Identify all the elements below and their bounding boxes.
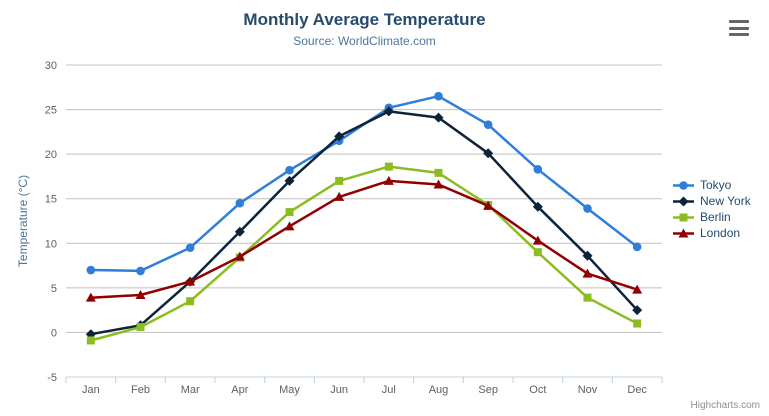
legend-item-berlin[interactable]: Berlin — [673, 209, 751, 225]
series-marker-tokyo[interactable] — [483, 120, 493, 130]
series-marker-berlin[interactable] — [533, 248, 542, 257]
series-marker-london[interactable] — [678, 228, 689, 237]
legend-item-tokyo[interactable]: Tokyo — [673, 177, 751, 193]
series-marker-london[interactable] — [185, 276, 196, 286]
x-axis-tick-label: May — [279, 384, 300, 396]
series-marker-tokyo[interactable] — [583, 204, 592, 213]
series-marker-berlin[interactable] — [384, 162, 393, 171]
y-axis-tick-label: 25 — [45, 105, 57, 117]
export-menu-button[interactable] — [729, 20, 751, 36]
series-marker-tokyo[interactable] — [533, 164, 543, 174]
series-marker-london[interactable] — [85, 292, 96, 302]
series-marker-tokyo[interactable] — [679, 180, 688, 190]
series-marker-tokyo[interactable] — [136, 266, 145, 276]
series-marker-new-york[interactable] — [334, 131, 345, 142]
legend-marker-icon-tokyo — [673, 180, 694, 190]
y-axis-tick-label: 0 — [51, 327, 57, 339]
series-marker-new-york[interactable] — [532, 201, 543, 212]
legend-label-london: London — [700, 226, 741, 240]
y-axis-tick-label: 10 — [45, 238, 57, 250]
series-marker-tokyo[interactable] — [434, 91, 443, 101]
x-axis-tick-label: Aug — [429, 384, 449, 396]
series-marker-tokyo[interactable] — [235, 198, 245, 208]
series-marker-berlin[interactable] — [86, 336, 95, 345]
x-axis-tick-label: Feb — [131, 384, 150, 396]
legend-item-london[interactable]: London — [673, 225, 751, 241]
series-marker-new-york[interactable] — [582, 250, 593, 261]
series-line-new-york[interactable] — [89, 110, 639, 336]
series-marker-berlin[interactable] — [583, 293, 592, 302]
series-line-berlin[interactable] — [89, 165, 639, 342]
legend: Tokyo New York Berlin London — [673, 177, 751, 241]
y-axis-tick-label: 20 — [45, 149, 57, 161]
y-axis-tick-label: 30 — [45, 60, 57, 72]
series-marker-tokyo[interactable] — [86, 265, 96, 275]
x-axis-tick-label: Nov — [578, 384, 598, 396]
y-axis-title: Temperature (°C) — [16, 175, 30, 267]
series-marker-berlin[interactable] — [136, 323, 145, 332]
x-axis-tick-label: Jan — [82, 384, 100, 396]
chart-title: Monthly Average Temperature — [243, 10, 486, 29]
series-marker-berlin[interactable] — [186, 297, 195, 306]
y-axis-tick-label: 5 — [51, 283, 57, 295]
y-axis-tick-label: 15 — [45, 194, 57, 206]
series-marker-london[interactable] — [135, 289, 146, 299]
series-marker-new-york[interactable] — [383, 106, 394, 117]
legend-marker-icon-new-york — [673, 196, 694, 206]
x-axis-tick-label: Jun — [330, 384, 348, 396]
series-marker-berlin[interactable] — [633, 319, 642, 328]
x-axis-tick-label: Jul — [382, 384, 396, 396]
legend-label-new-york: New York — [700, 194, 751, 208]
legend-item-new-york[interactable]: New York — [673, 193, 751, 209]
series-marker-new-york[interactable] — [433, 112, 444, 123]
series-marker-new-york[interactable] — [632, 305, 643, 316]
series-marker-new-york[interactable] — [483, 148, 494, 159]
legend-marker-icon-london — [673, 228, 694, 237]
legend-label-berlin: Berlin — [700, 210, 731, 224]
series-marker-new-york[interactable] — [284, 175, 295, 186]
series-marker-london[interactable] — [433, 179, 444, 189]
series-marker-berlin[interactable] — [434, 168, 443, 177]
legend-label-tokyo: Tokyo — [700, 178, 732, 192]
x-axis-tick-label: Mar — [181, 384, 200, 396]
series-marker-london[interactable] — [582, 268, 593, 278]
series-marker-berlin[interactable] — [679, 213, 688, 221]
series-marker-berlin[interactable] — [285, 208, 294, 217]
x-axis-tick-label: Apr — [231, 384, 248, 396]
y-axis-tick-label: -5 — [47, 372, 57, 384]
chart-subtitle: Source: WorldClimate.com — [293, 34, 436, 48]
series-marker-london[interactable] — [483, 200, 494, 210]
series-line-london[interactable] — [89, 179, 639, 299]
x-axis-tick-label: Oct — [529, 384, 546, 396]
series-marker-london[interactable] — [334, 191, 345, 201]
x-axis-tick-label: Dec — [627, 384, 647, 396]
hamburger-icon — [729, 20, 749, 23]
series-marker-tokyo[interactable] — [185, 243, 195, 253]
series-marker-new-york[interactable] — [678, 196, 689, 206]
series-marker-london[interactable] — [383, 175, 394, 185]
credits-link[interactable]: Highcharts.com — [690, 400, 760, 411]
series-marker-tokyo[interactable] — [632, 242, 642, 252]
series-marker-berlin[interactable] — [335, 176, 344, 185]
x-axis-tick-label: Sep — [478, 384, 498, 396]
series-line-tokyo[interactable] — [89, 94, 639, 273]
series-marker-london[interactable] — [532, 235, 543, 245]
series-marker-london[interactable] — [284, 221, 295, 231]
series-marker-london[interactable] — [632, 284, 643, 294]
series-marker-tokyo[interactable] — [285, 165, 294, 175]
series-marker-new-york[interactable] — [234, 226, 245, 237]
series-marker-london[interactable] — [234, 251, 245, 261]
legend-marker-icon-berlin — [673, 213, 694, 221]
